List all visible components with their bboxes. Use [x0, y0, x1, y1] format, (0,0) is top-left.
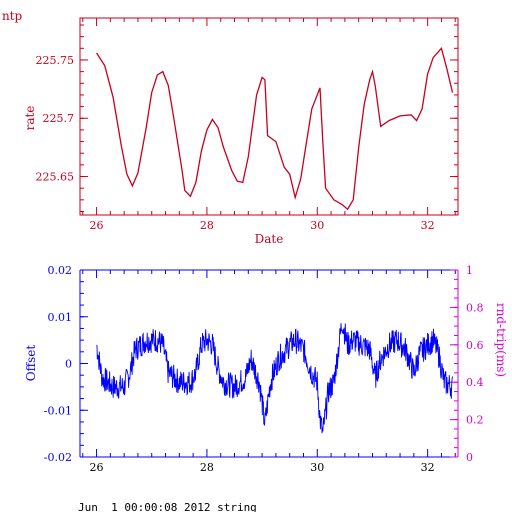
offset-x-tick-label: 28: [200, 461, 214, 474]
rate-y-tick-label: 225.65: [36, 171, 75, 184]
rate-x-tick-label: 28: [200, 219, 214, 232]
offset-series: [96, 323, 453, 434]
rate-series-line: [96, 46, 454, 211]
rtt-y-tick-label: 0: [466, 451, 473, 464]
rtt-y-tick-label: 0.4: [466, 376, 484, 389]
offset-ticks: [80, 269, 458, 458]
rtt-y-tick-label: 1: [466, 264, 473, 277]
rate-y-tick-label: 225.7: [43, 112, 75, 125]
rate-chart: 26 28 30 32 225.65 225.7 225.75 rate Date: [23, 17, 459, 246]
rate-x-tick-label: 26: [90, 219, 104, 232]
rtt-y-tick-label: 0.2: [466, 414, 484, 427]
rtt-y-tick-label: 0.6: [466, 339, 484, 352]
rtt-y-tick-label: 0.8: [466, 301, 484, 314]
page-label: ntp: [2, 9, 23, 23]
offset-y-axis-label: Offset: [24, 345, 38, 382]
offset-y-tick-label: 0.01: [48, 311, 73, 324]
rate-x-axis-label: Date: [255, 232, 284, 246]
rate-x-tick-label: 30: [310, 219, 324, 232]
offset-y-tick-label: 0.02: [48, 264, 73, 277]
offset-series-line: [96, 323, 453, 434]
offset-x-tick-label: 32: [421, 461, 435, 474]
offset-y-tick-label: -0.02: [44, 451, 72, 464]
rate-y-axis-label: rate: [23, 106, 37, 131]
rate-tick-labels: 26 28 30 32 225.65 225.7 225.75: [36, 54, 435, 232]
offset-x-tick-label: 30: [310, 461, 324, 474]
footer-timestamp: Jun 1 00:00:08 2012 string: [78, 501, 257, 512]
rtt-y-axis-label: rnd-trip(ms): [494, 303, 508, 377]
rate-y-tick-label: 225.75: [36, 54, 75, 67]
offset-y-tick-label: 0: [65, 358, 72, 371]
offset-plot-frame: [79, 269, 459, 458]
offset-chart: 26 28 30 32 -0.02 -0.01 0 0.01 0.02 0 0.2 0.4 0.6 0.8…: [24, 264, 508, 474]
rate-ticks: [80, 18, 458, 215]
offset-y-tick-label: -0.01: [44, 404, 72, 417]
rate-plot-frame: [79, 17, 459, 216]
offset-x-tick-label: 26: [90, 461, 104, 474]
rate-x-tick-label: 32: [421, 219, 435, 232]
offset-tick-labels: 26 28 30 32 -0.02 -0.01 0 0.01 0.02 0 0.2 0.4 0.6 0.8…: [44, 264, 484, 474]
